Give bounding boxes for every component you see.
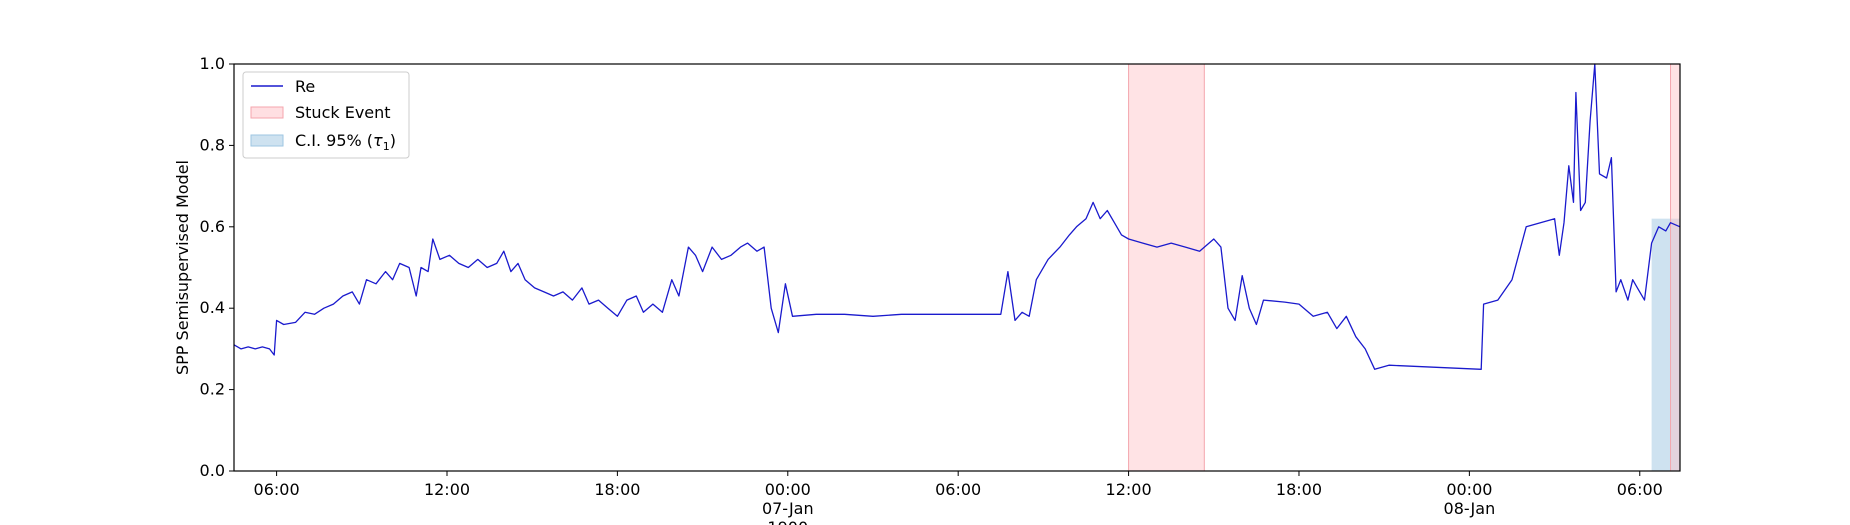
legend-label-ci: C.I. 95% (τ1) bbox=[295, 131, 396, 153]
x-tick-label: 06:00 bbox=[935, 480, 981, 499]
legend-swatch-stuck-event bbox=[250, 106, 284, 119]
y-tick-label: 0.8 bbox=[200, 135, 225, 154]
y-tick-label: 0.6 bbox=[200, 217, 225, 236]
x-tick-label: 18:00 bbox=[594, 480, 640, 499]
x-tick-year-label: 1900 bbox=[767, 518, 808, 525]
x-tick-label: 12:00 bbox=[424, 480, 470, 499]
y-axis-title: SPP Semisupervised Model bbox=[173, 160, 192, 375]
x-tick-label: 06:00 bbox=[254, 480, 300, 499]
x-tick-label: 12:00 bbox=[1106, 480, 1152, 499]
x-tick-label: 06:00 bbox=[1617, 480, 1663, 499]
x-tick-label: 18:00 bbox=[1276, 480, 1322, 499]
legend: Re Stuck Event C.I. 95% (τ1) bbox=[242, 71, 410, 159]
axes-frame bbox=[233, 63, 1681, 472]
series-line-re bbox=[233, 63, 1681, 370]
y-axis-ticks: 0.0 0.2 0.4 0.6 0.8 1.0 bbox=[200, 54, 234, 480]
y-tick-label: 1.0 bbox=[200, 54, 225, 73]
legend-label-re: Re bbox=[295, 77, 315, 96]
x-axis-ticks: 06:0012:0018:0000:0007-Jan190006:0012:00… bbox=[254, 471, 1663, 525]
legend-swatch-ci bbox=[250, 134, 284, 147]
stuck-event-span-0 bbox=[1128, 63, 1205, 472]
stuck-event-span-1 bbox=[1670, 63, 1681, 472]
legend-label-ci-sub: 1 bbox=[383, 140, 390, 153]
x-tick-label: 00:00 bbox=[1446, 480, 1492, 499]
y-tick-label: 0.4 bbox=[200, 298, 225, 317]
legend-label-ci-main: C.I. 95% ( bbox=[295, 131, 373, 150]
y-tick-label: 0.0 bbox=[200, 461, 225, 480]
x-tick-date-label: 07-Jan bbox=[762, 499, 814, 518]
series-lines bbox=[233, 63, 1681, 370]
ci-span-0 bbox=[1651, 218, 1680, 471]
legend-label-ci-close: ) bbox=[390, 131, 396, 150]
legend-label-stuck-event: Stuck Event bbox=[295, 103, 391, 122]
x-tick-label: 00:00 bbox=[765, 480, 811, 499]
shaded-spans bbox=[1128, 63, 1681, 472]
legend-label-ci-tau: τ bbox=[373, 131, 383, 150]
x-tick-date-label: 08-Jan bbox=[1444, 499, 1496, 518]
legend-box bbox=[242, 71, 410, 159]
y-tick-label: 0.2 bbox=[200, 380, 225, 399]
